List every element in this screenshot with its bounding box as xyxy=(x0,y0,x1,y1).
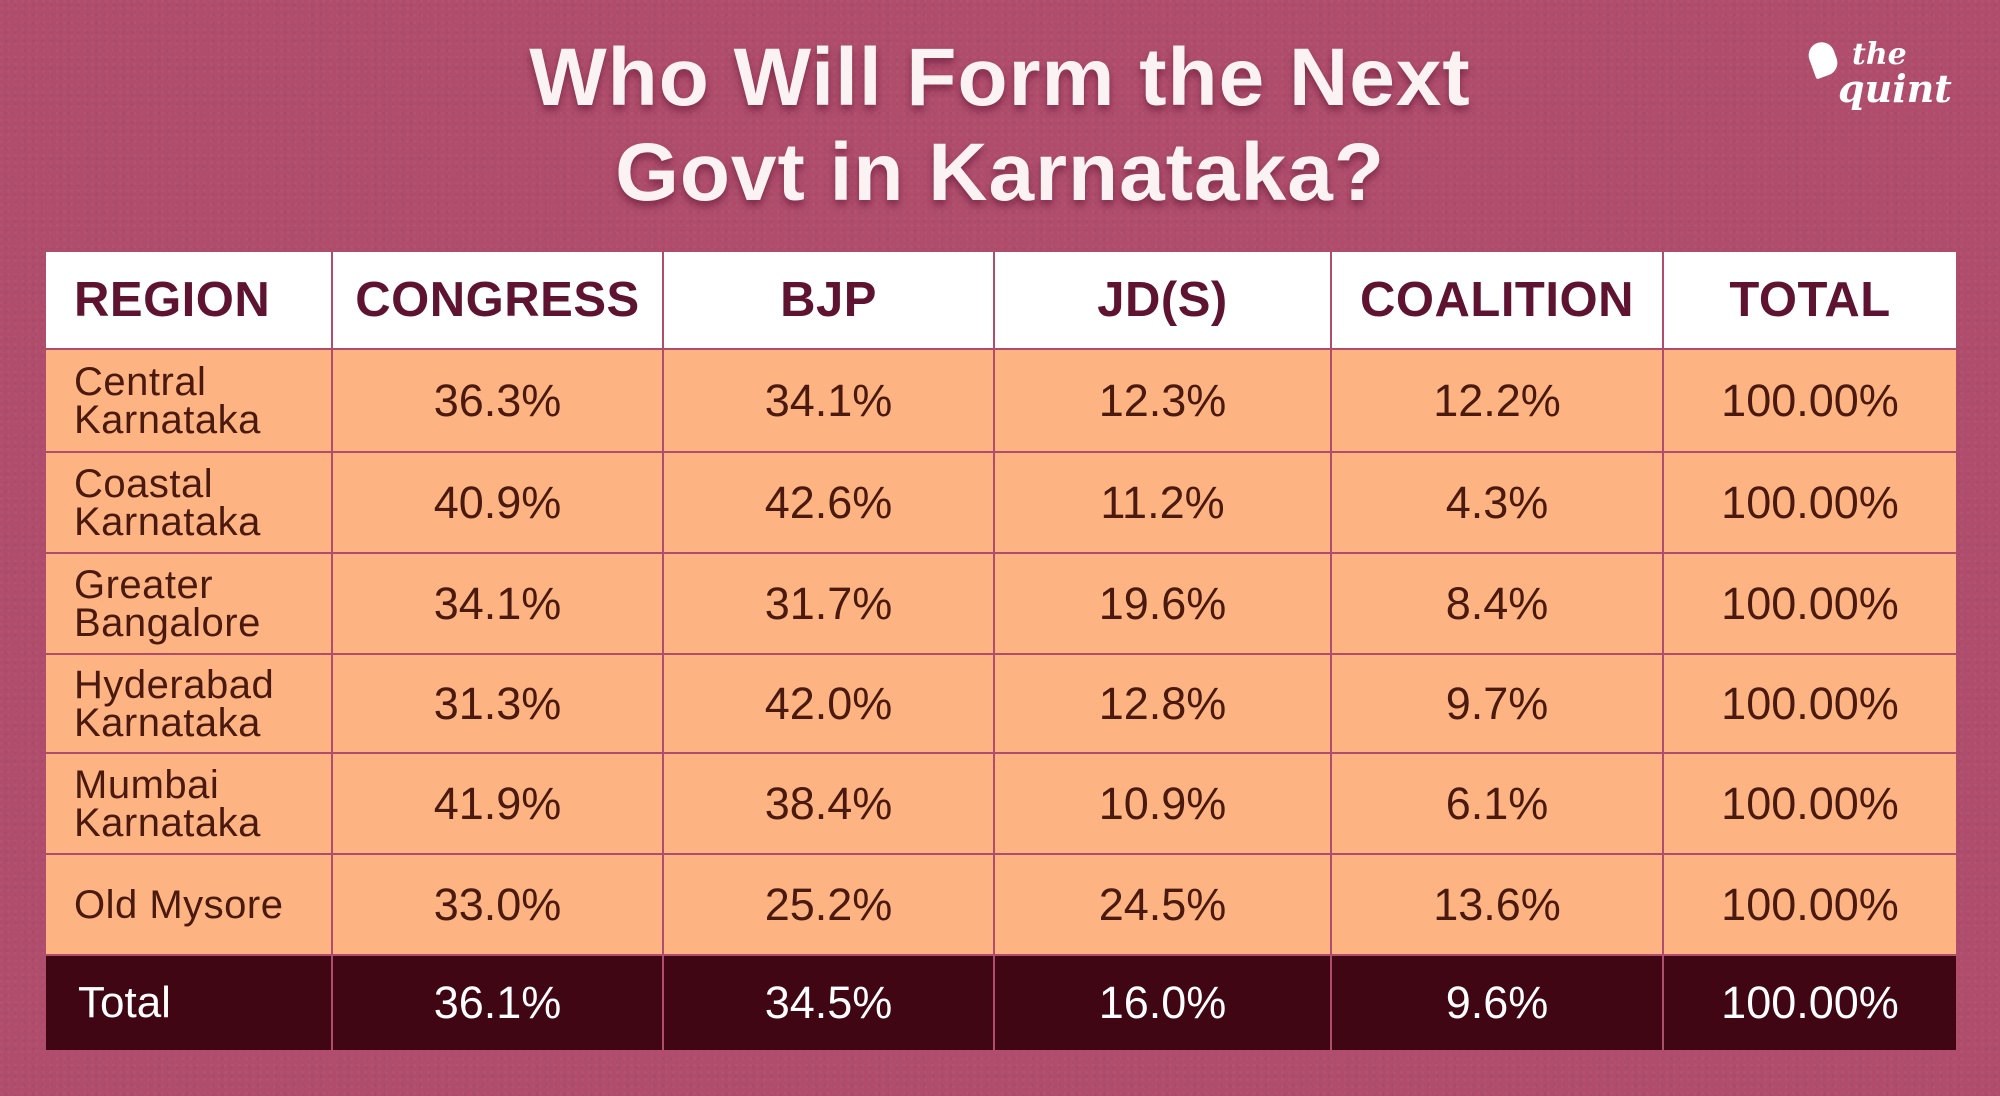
region-cell: Greater Bangalore xyxy=(44,552,333,655)
total-cell: 100.00% xyxy=(1662,451,1958,554)
jds-total-cell: 16.0% xyxy=(993,954,1332,1052)
logo-line-1: the xyxy=(1852,37,1907,72)
jds-cell: 24.5% xyxy=(993,853,1332,956)
region-name-line: Karnataka xyxy=(74,499,261,544)
region-name-line: Bangalore xyxy=(74,600,261,645)
column-header-region: REGION xyxy=(44,250,333,350)
bjp-cell: 42.6% xyxy=(662,451,995,554)
congress-cell: 36.3% xyxy=(331,348,664,453)
column-header-jds: JD(S) xyxy=(993,250,1332,350)
bjp-total-cell: 34.5% xyxy=(662,954,995,1052)
coalition-cell: 6.1% xyxy=(1330,752,1664,855)
table-body: Central Karnataka 36.3% 34.1% 12.3% 12.2… xyxy=(44,348,1958,956)
table-row: Mumbai Karnataka 41.9% 38.4% 10.9% 6.1% … xyxy=(44,752,1958,855)
coalition-cell: 8.4% xyxy=(1330,552,1664,655)
jds-cell: 19.6% xyxy=(993,552,1332,655)
the-quint-logo: the quint xyxy=(1804,37,1952,128)
region-cell: Old Mysore xyxy=(44,853,333,956)
table-row: Central Karnataka 36.3% 34.1% 12.3% 12.2… xyxy=(44,348,1958,453)
table-row: Coastal Karnataka 40.9% 42.6% 11.2% 4.3%… xyxy=(44,451,1958,554)
region-name-line: Karnataka xyxy=(74,397,261,442)
grand-total-cell: 100.00% xyxy=(1662,954,1958,1052)
jds-cell: 12.8% xyxy=(993,653,1332,754)
table-header: REGION CONGRESS BJP JD(S) COALITION TOTA… xyxy=(44,250,1958,350)
region-name-line: Karnataka xyxy=(74,800,261,845)
total-cell: 100.00% xyxy=(1662,653,1958,754)
region-name-line: Coastal xyxy=(74,461,214,506)
coalition-cell: 12.2% xyxy=(1330,348,1664,453)
total-row-label: Total xyxy=(44,954,333,1052)
table-row: Greater Bangalore 34.1% 31.7% 19.6% 8.4%… xyxy=(44,552,1958,655)
bjp-cell: 42.0% xyxy=(662,653,995,754)
region-name-line: Hyderabad xyxy=(74,662,275,707)
region-name-line: Central xyxy=(74,359,207,404)
header-row: REGION CONGRESS BJP JD(S) COALITION TOTA… xyxy=(44,250,1958,350)
jds-cell: 10.9% xyxy=(993,752,1332,855)
coalition-total-cell: 9.6% xyxy=(1330,954,1664,1052)
bjp-cell: 34.1% xyxy=(662,348,995,453)
logo-line-2: quint xyxy=(1838,66,1952,111)
region-name-line: Old Mysore xyxy=(74,882,284,927)
region-cell: Hyderabad Karnataka xyxy=(44,653,333,754)
column-header-coalition: COALITION xyxy=(1330,250,1664,350)
column-header-congress: CONGRESS xyxy=(331,250,664,350)
congress-cell: 34.1% xyxy=(331,552,664,655)
column-header-total: TOTAL xyxy=(1662,250,1958,350)
results-table: REGION CONGRESS BJP JD(S) COALITION TOTA… xyxy=(44,250,1958,1052)
congress-cell: 31.3% xyxy=(331,653,664,754)
coalition-cell: 4.3% xyxy=(1330,451,1664,554)
region-cell: Coastal Karnataka xyxy=(44,451,333,554)
total-cell: 100.00% xyxy=(1662,348,1958,453)
bjp-cell: 31.7% xyxy=(662,552,995,655)
bjp-cell: 38.4% xyxy=(662,752,995,855)
table-row: Old Mysore 33.0% 25.2% 24.5% 13.6% 100.0… xyxy=(44,853,1958,956)
logo-text: the quint xyxy=(1838,37,1952,111)
congress-cell: 41.9% xyxy=(331,752,664,855)
coalition-cell: 9.7% xyxy=(1330,653,1664,754)
jds-cell: 11.2% xyxy=(993,451,1332,554)
total-cell: 100.00% xyxy=(1662,853,1958,956)
region-name-line: Karnataka xyxy=(74,700,261,745)
total-row: Total 36.1% 34.5% 16.0% 9.6% 100.00% xyxy=(44,954,1958,1052)
table-row: Hyderabad Karnataka 31.3% 42.0% 12.8% 9.… xyxy=(44,653,1958,754)
bjp-cell: 25.2% xyxy=(662,853,995,956)
jds-cell: 12.3% xyxy=(993,348,1332,453)
region-cell: Central Karnataka xyxy=(44,348,333,453)
chart-title: Who Will Form the Next Govt in Karnataka… xyxy=(0,30,2000,220)
total-cell: 100.00% xyxy=(1662,752,1958,855)
quote-bubble-icon xyxy=(1804,38,1842,80)
chart-title-line-1: Who Will Form the Next xyxy=(529,32,1471,123)
coalition-cell: 13.6% xyxy=(1330,853,1664,956)
results-table-wrapper: REGION CONGRESS BJP JD(S) COALITION TOTA… xyxy=(44,250,1958,1052)
congress-cell: 33.0% xyxy=(331,853,664,956)
table-footer: Total 36.1% 34.5% 16.0% 9.6% 100.00% xyxy=(44,954,1958,1052)
total-cell: 100.00% xyxy=(1662,552,1958,655)
congress-total-cell: 36.1% xyxy=(331,954,664,1052)
region-name-line: Greater xyxy=(74,562,214,607)
column-header-bjp: BJP xyxy=(662,250,995,350)
congress-cell: 40.9% xyxy=(331,451,664,554)
region-cell: Mumbai Karnataka xyxy=(44,752,333,855)
region-name-line: Mumbai xyxy=(74,762,220,807)
chart-title-line-2: Govt in Karnataka? xyxy=(615,127,1385,218)
